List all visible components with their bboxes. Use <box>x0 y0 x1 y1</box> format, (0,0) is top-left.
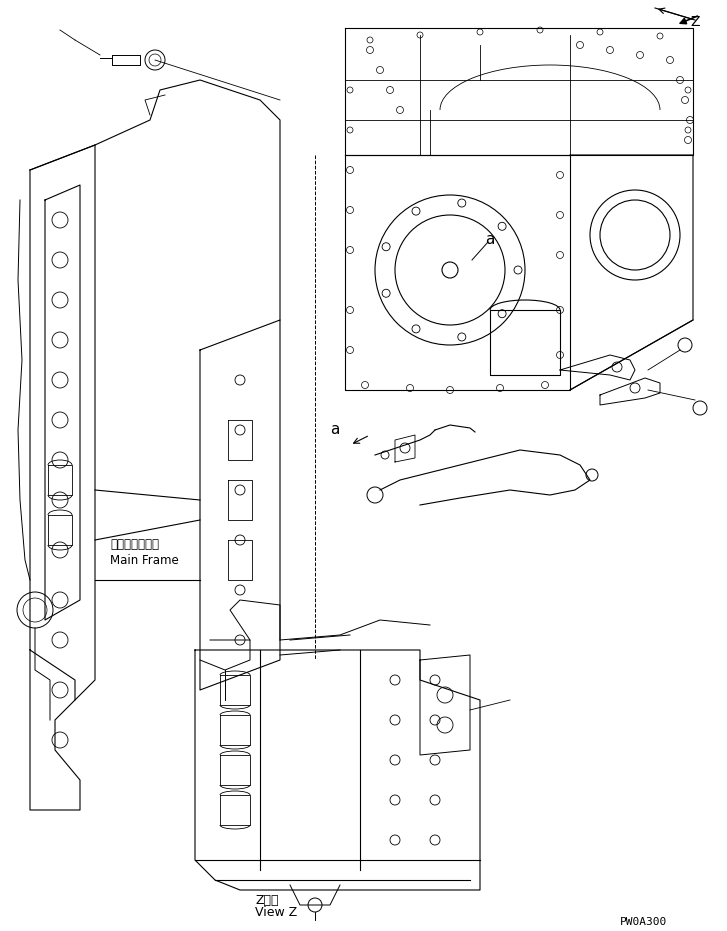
Text: a: a <box>486 233 494 248</box>
Text: Main Frame: Main Frame <box>110 554 179 566</box>
Text: Z　視: Z 視 <box>255 894 278 907</box>
Text: a: a <box>330 423 340 438</box>
Text: PW0A300: PW0A300 <box>620 917 667 927</box>
Circle shape <box>442 262 458 278</box>
Text: Z: Z <box>690 15 699 29</box>
Text: メインフレーム: メインフレーム <box>110 538 159 551</box>
Text: View Z: View Z <box>255 907 297 920</box>
